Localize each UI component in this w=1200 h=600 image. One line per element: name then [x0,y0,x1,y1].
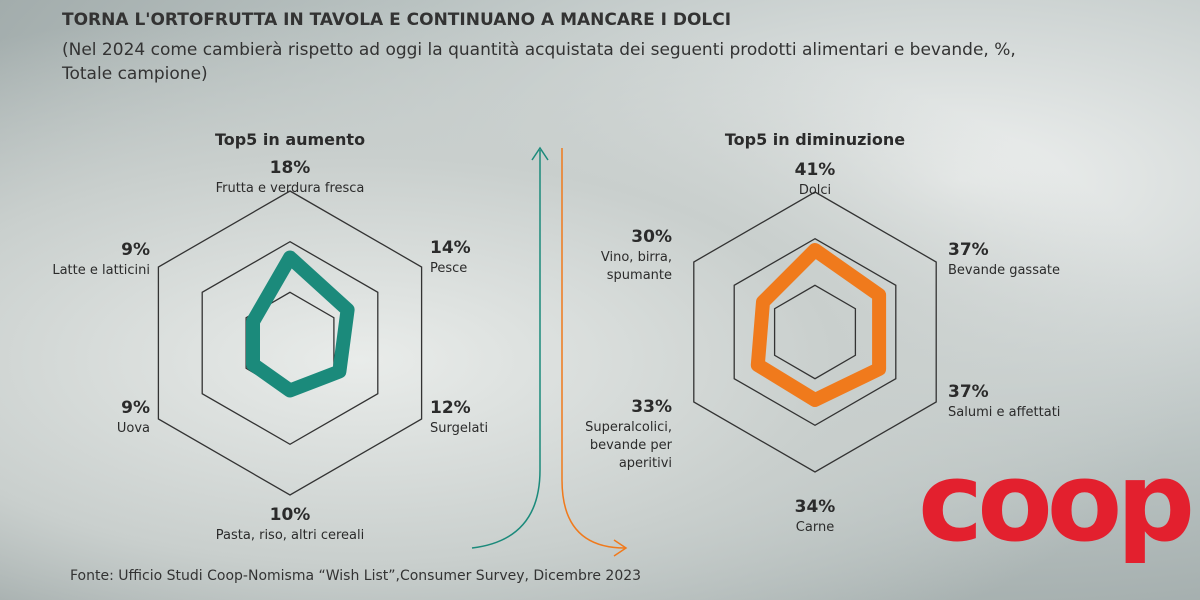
value-label: 37% [948,240,989,260]
value-label: 18% [269,158,311,178]
subtitle: (Nel 2024 come cambierà rispetto ad oggi… [62,40,1016,84]
category-label: Pesce [430,261,468,276]
radar-shape [750,243,887,407]
value-label: 9% [121,240,150,260]
hexagon-ring [693,191,937,473]
source: Fonte: Ufficio Studi Coop-Nomisma “Wish … [70,568,642,584]
category-label: Carne [795,520,835,535]
hexagon-ring [201,240,379,446]
category-label: Frutta e verdura fresca [215,181,365,196]
arrow-down [561,148,626,549]
category-label: Surgelati [430,421,489,436]
arrow-head [613,539,628,557]
category-label: Dolci [798,183,832,198]
logo: coop [918,438,1195,566]
arrow-head [531,146,549,161]
value-label: 9% [121,398,150,418]
value-label: 41% [794,160,836,180]
category-label: Pasta, riso, altri cereali [215,528,365,543]
hexagon-ring [733,237,897,427]
chart-title: Top5 in diminuzione [724,130,906,149]
value-label: 10% [269,505,311,525]
value-label: 14% [430,238,471,258]
category-label: Vino, birra, spumante [600,250,672,283]
hexagon-ring [157,190,423,496]
category-label: Uova [116,421,150,436]
value-label: 34% [794,497,836,517]
category-label: Bevande gassate [948,263,1061,278]
category-label: Superalcolici, bevande per aperitivi [585,420,672,471]
arrow-up [471,150,541,549]
hexagon-ring [773,284,857,380]
value-label: 33% [631,397,672,417]
value-label: 12% [430,398,471,418]
category-label: Salumi e affettati [948,405,1061,420]
radar-shape [246,250,355,398]
category-label: Latte e latticini [52,263,150,278]
value-label: 37% [948,382,989,402]
value-label: 30% [631,227,672,247]
title: TORNA L'ORTOFRUTTA IN TAVOLA E CONTINUAN… [62,10,732,30]
chart-title: Top5 in aumento [214,130,366,149]
